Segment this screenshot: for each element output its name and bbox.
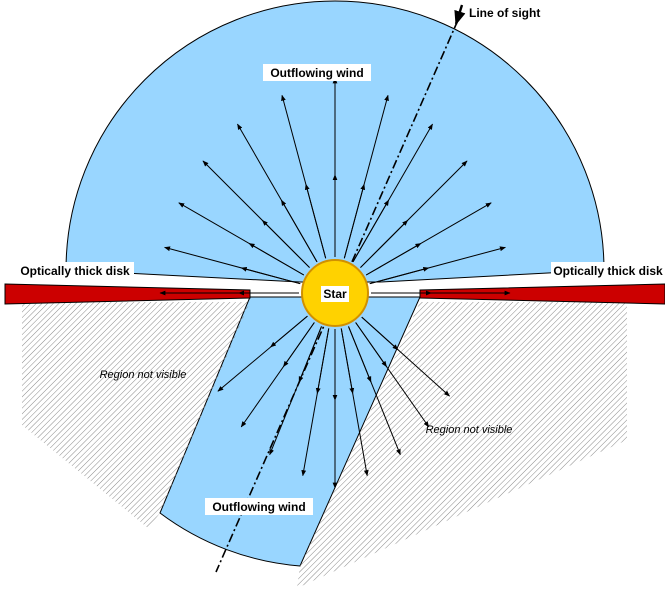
wind-top-label: Outflowing wind: [270, 66, 363, 80]
lower-arrow-inner-3: [315, 328, 330, 395]
disk-left-label-bg: [16, 262, 134, 279]
disk-left: [4, 283, 251, 305]
upper-arrow-inner-4: [352, 199, 390, 263]
upper-arrow-inner-10: [248, 242, 305, 276]
disk-right-label-bg: [551, 262, 665, 279]
disk-right: [419, 283, 665, 305]
hidden-region-right: [297, 302, 627, 588]
hidden-region-left: [22, 302, 250, 528]
lower-arrow-inner-6: [348, 326, 372, 383]
lower-arrow-inner-5: [340, 328, 355, 395]
star-label: Star: [323, 287, 347, 301]
upper-arrow-inner-9: [261, 219, 310, 268]
disk-left-label: Optically thick disk: [20, 264, 130, 278]
wind-bottom-label: Outflowing wind: [212, 500, 305, 514]
upper-arrow-inner-8: [280, 199, 318, 263]
lower-arrow-inner-0: [270, 315, 308, 348]
upper-arrow-inner-7: [304, 183, 327, 259]
lower-arrow-inner-8: [361, 316, 399, 351]
disk-right-label: Optically thick disk: [553, 264, 663, 278]
region-left-label: Region not visible: [100, 369, 187, 381]
upper-arrow-inner-1: [369, 266, 430, 285]
lower-arrow-inner-1: [283, 322, 315, 368]
region-right-label: Region not visible: [426, 424, 513, 436]
upper-arrow-inner-2: [365, 242, 422, 276]
star-label-bg: [321, 286, 349, 302]
wind-bottom-label-bg: [205, 498, 313, 515]
upper-arrow-inner-5: [343, 183, 366, 259]
upper-arrow-inner-3: [360, 219, 409, 268]
lower-arrow-inner-2: [298, 326, 322, 383]
line-of-sight-arrow: [454, 4, 466, 26]
line-of-sight-label: Line of sight: [469, 6, 540, 20]
lower-arrow-inner-7: [355, 322, 387, 368]
upper-arrow-inner-11: [240, 266, 301, 285]
wind-top-label-bg: [263, 64, 371, 81]
